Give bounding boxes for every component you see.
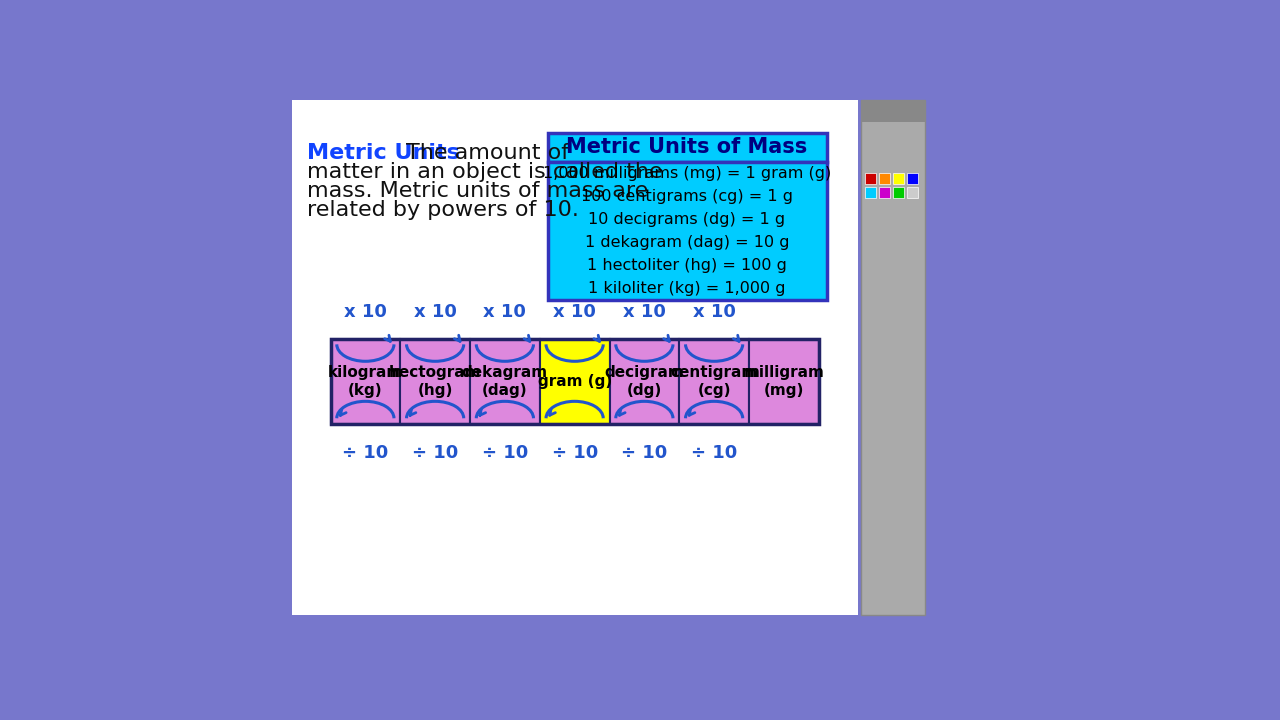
Text: 1 dekagram (dag) = 10 g: 1 dekagram (dag) = 10 g [585, 235, 790, 251]
Text: x 10: x 10 [413, 303, 457, 321]
Text: Metric Units of Mass: Metric Units of Mass [566, 138, 808, 157]
Text: x 10: x 10 [484, 303, 526, 321]
Bar [330, 339, 401, 423]
Text: 1,000 milligrams (mg) = 1 gram (g): 1,000 milligrams (mg) = 1 gram (g) [543, 166, 831, 181]
Text: 1 kiloliter (kg) = 1,000 g: 1 kiloliter (kg) = 1,000 g [589, 282, 786, 297]
Text: centigram
(cg): centigram (cg) [671, 365, 758, 397]
Bar [861, 100, 925, 122]
Text: matter in an object is called the: matter in an object is called the [307, 162, 663, 181]
Text: x 10: x 10 [692, 303, 736, 321]
Bar [861, 100, 925, 615]
Text: The amount of: The amount of [407, 143, 570, 163]
Bar [749, 339, 819, 423]
Bar [893, 174, 904, 184]
Text: x 10: x 10 [553, 303, 596, 321]
Text: kilogram
(kg): kilogram (kg) [328, 365, 403, 397]
Text: x 10: x 10 [623, 303, 666, 321]
Text: 1 hectoliter (hg) = 100 g: 1 hectoliter (hg) = 100 g [588, 258, 787, 274]
Text: 10 decigrams (dg) = 1 g: 10 decigrams (dg) = 1 g [589, 212, 786, 227]
Text: decigram
(dg): decigram (dg) [604, 365, 685, 397]
Bar [548, 132, 827, 162]
Text: ÷ 10: ÷ 10 [621, 444, 667, 462]
Text: x 10: x 10 [344, 303, 387, 321]
Text: mass. Metric units of mass are: mass. Metric units of mass are [307, 181, 649, 201]
Text: Metric Units: Metric Units [307, 143, 460, 163]
Bar [908, 174, 918, 184]
Bar [908, 187, 918, 198]
Text: ÷ 10: ÷ 10 [552, 444, 598, 462]
Text: milligram
(mg): milligram (mg) [744, 365, 824, 397]
Bar [893, 187, 904, 198]
Bar [292, 100, 858, 615]
Bar [879, 174, 890, 184]
Text: hectogram
(hg): hectogram (hg) [389, 365, 481, 397]
Bar [548, 162, 827, 300]
Text: 100 centigrams (cg) = 1 g: 100 centigrams (cg) = 1 g [581, 189, 794, 204]
Bar [865, 187, 876, 198]
Bar [330, 339, 819, 423]
Bar [879, 187, 890, 198]
Bar [401, 339, 470, 423]
Text: ÷ 10: ÷ 10 [691, 444, 737, 462]
Text: related by powers of 10.: related by powers of 10. [307, 200, 579, 220]
Text: gram (g): gram (g) [538, 374, 612, 389]
Text: ÷ 10: ÷ 10 [342, 444, 389, 462]
Text: dekagram
(dag): dekagram (dag) [462, 365, 548, 397]
Bar [470, 339, 540, 423]
Bar [540, 339, 609, 423]
Text: ÷ 10: ÷ 10 [412, 444, 458, 462]
Text: ÷ 10: ÷ 10 [481, 444, 529, 462]
Bar [680, 339, 749, 423]
Bar [609, 339, 680, 423]
Bar [865, 174, 876, 184]
